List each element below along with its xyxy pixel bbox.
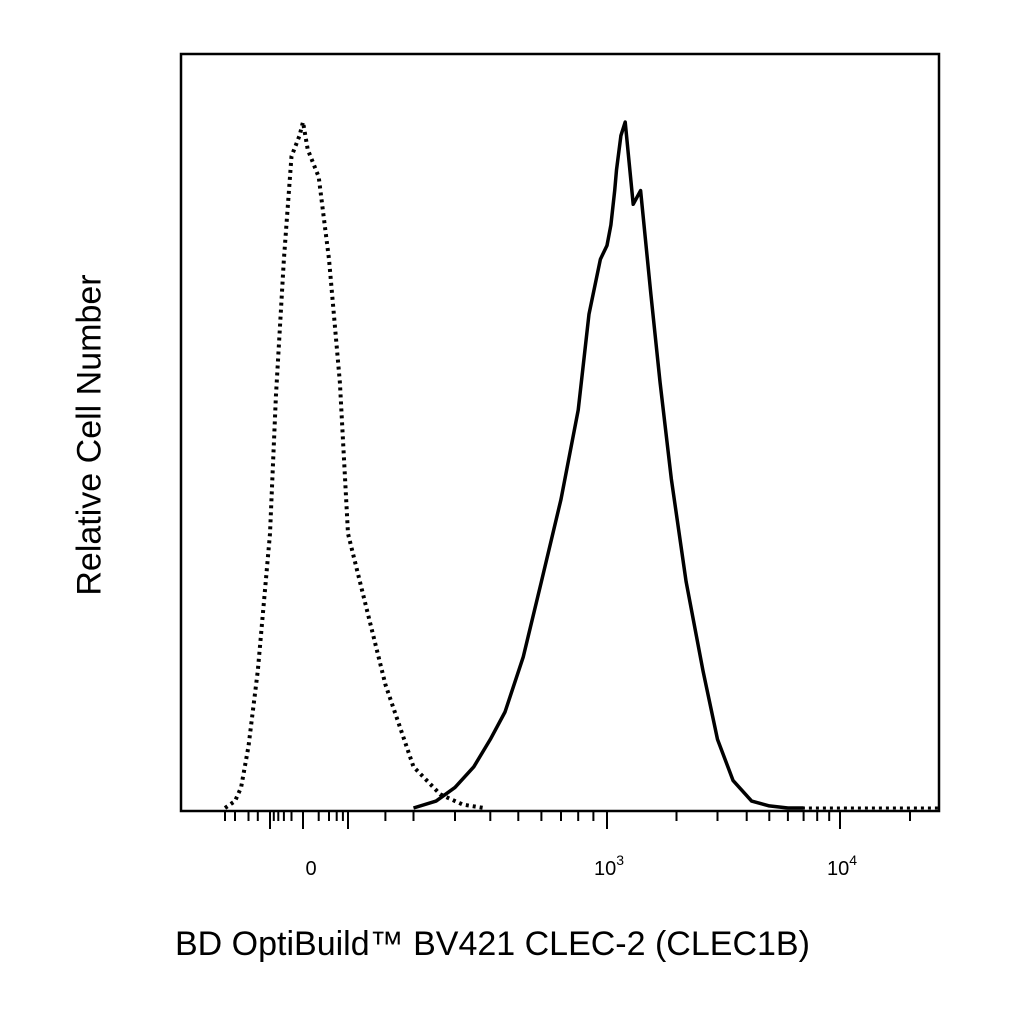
x-axis-ticks bbox=[224, 811, 911, 829]
x-tick-label: 104 bbox=[827, 852, 857, 880]
y-axis-label-container: Relative Cell Number bbox=[60, 240, 120, 630]
x-axis-label: BD OptiBuild™ BV421 CLEC-2 (CLEC1B) bbox=[175, 925, 810, 963]
x-tick-label: 103 bbox=[594, 852, 624, 880]
x-tick-label: 0 bbox=[305, 858, 316, 880]
x-axis-tick-labels: 0 103 104 bbox=[305, 852, 857, 880]
plot-frame bbox=[179, 52, 941, 813]
control-histogram-dotted bbox=[223, 120, 485, 810]
x-tick-label-exponent: 4 bbox=[849, 852, 857, 868]
x-tick-label-exponent: 3 bbox=[616, 852, 624, 868]
series-layer bbox=[223, 120, 939, 810]
y-axis-label: Relative Cell Number bbox=[70, 274, 109, 596]
stained-histogram-solid bbox=[412, 120, 804, 810]
